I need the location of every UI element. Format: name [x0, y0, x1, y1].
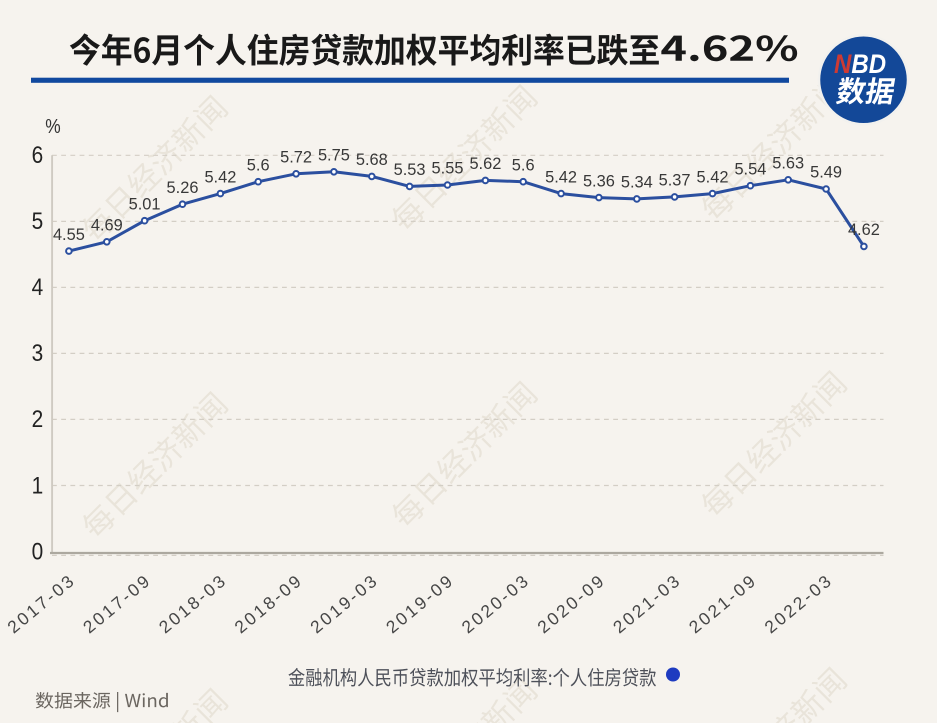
svg-text:5.75: 5.75 — [318, 147, 350, 165]
svg-text:2018-09: 2018-09 — [231, 570, 307, 638]
svg-text:4: 4 — [32, 274, 44, 301]
svg-text:5.49: 5.49 — [810, 164, 842, 182]
svg-text:5.34: 5.34 — [621, 174, 653, 192]
svg-text:2022-03: 2022-03 — [761, 570, 837, 638]
svg-text:5.6: 5.6 — [247, 156, 270, 174]
svg-text:5.01: 5.01 — [129, 195, 161, 213]
svg-text:2019-03: 2019-03 — [306, 570, 382, 638]
svg-text:5.63: 5.63 — [772, 155, 804, 173]
svg-text:2018-03: 2018-03 — [155, 570, 231, 638]
svg-text:5.42: 5.42 — [204, 168, 236, 186]
svg-text:2020-03: 2020-03 — [458, 570, 534, 638]
svg-text:4.55: 4.55 — [53, 226, 85, 244]
svg-text:6: 6 — [32, 142, 44, 169]
svg-text:5.62: 5.62 — [469, 155, 501, 173]
svg-text:5.36: 5.36 — [583, 172, 615, 190]
svg-text:2: 2 — [32, 406, 44, 433]
svg-text:NBD: NBD — [834, 50, 886, 80]
svg-text:3: 3 — [32, 340, 44, 367]
svg-text:4.62: 4.62 — [848, 221, 880, 239]
svg-text:5: 5 — [32, 208, 44, 235]
svg-text:0: 0 — [32, 538, 44, 565]
svg-text:%: % — [45, 115, 60, 137]
svg-text:5.37: 5.37 — [659, 172, 691, 190]
svg-text:4.69: 4.69 — [91, 217, 123, 235]
svg-text:5.54: 5.54 — [734, 160, 766, 178]
svg-text:5.26: 5.26 — [167, 179, 199, 197]
svg-text:5.72: 5.72 — [280, 149, 312, 167]
svg-text:5.55: 5.55 — [432, 160, 464, 178]
svg-text:5.42: 5.42 — [545, 168, 577, 186]
svg-text:2020-09: 2020-09 — [533, 570, 609, 638]
svg-text:2019-09: 2019-09 — [382, 570, 458, 638]
svg-text:5.42: 5.42 — [697, 168, 729, 186]
svg-text:5.68: 5.68 — [356, 151, 388, 169]
svg-text:5.53: 5.53 — [394, 161, 426, 179]
svg-text:2017-09: 2017-09 — [79, 570, 155, 638]
svg-text:2021-03: 2021-03 — [609, 570, 685, 638]
svg-text:2017-03: 2017-03 — [3, 570, 79, 638]
svg-text:1: 1 — [32, 472, 44, 499]
svg-text:2021-09: 2021-09 — [685, 570, 761, 638]
svg-text:5.6: 5.6 — [512, 156, 535, 174]
